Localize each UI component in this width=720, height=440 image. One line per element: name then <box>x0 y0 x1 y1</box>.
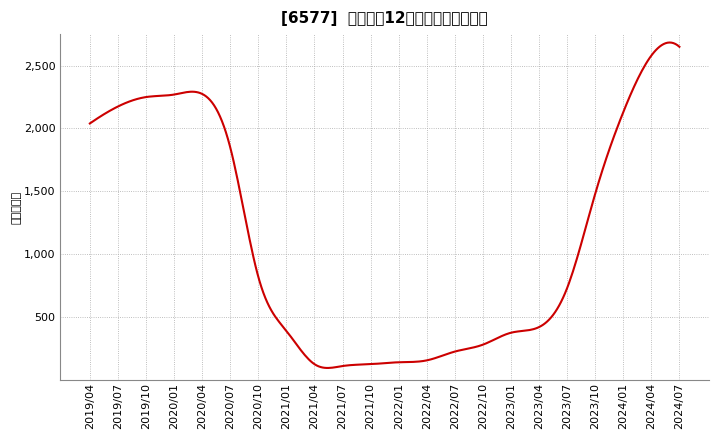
Y-axis label: （百万円）: （百万円） <box>11 191 21 224</box>
Title: [6577]  売上高の12か月移動合計の推移: [6577] 売上高の12か月移動合計の推移 <box>282 11 488 26</box>
